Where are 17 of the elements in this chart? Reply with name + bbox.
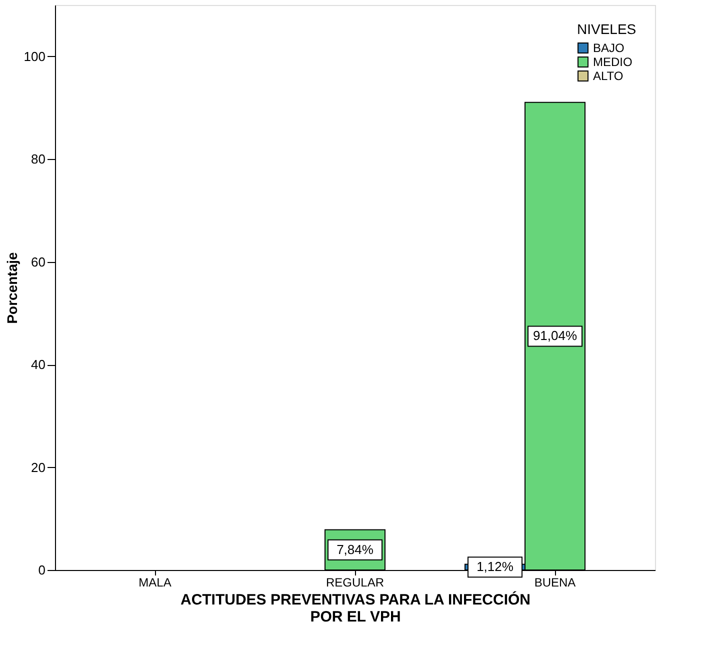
legend-title: NIVELES: [577, 21, 636, 37]
x-tick-label: MALA: [138, 576, 172, 590]
x-tick-label: BUENA: [534, 576, 576, 590]
legend-label: MEDIO: [593, 55, 632, 69]
y-tick-label: 40: [31, 357, 46, 372]
y-axis-title: Porcentaje: [4, 252, 20, 324]
y-tick-label: 100: [24, 48, 46, 64]
y-tick-label: 80: [31, 152, 46, 167]
legend-label: BAJO: [593, 41, 624, 55]
data-label: 91,04%: [532, 328, 578, 344]
x-tick-label: REGULAR: [326, 576, 384, 590]
y-tick-label: 0: [38, 562, 46, 578]
data-label: 7,84%: [336, 542, 374, 557]
y-tick-label: 60: [31, 254, 46, 270]
y-tick-label: 20: [31, 460, 46, 475]
legend-label: ALTO: [593, 69, 624, 83]
x-axis-title: ACTITUDES PREVENTIVAS PARA LA INFECCIÓN POR EL VPH: [180, 590, 531, 626]
